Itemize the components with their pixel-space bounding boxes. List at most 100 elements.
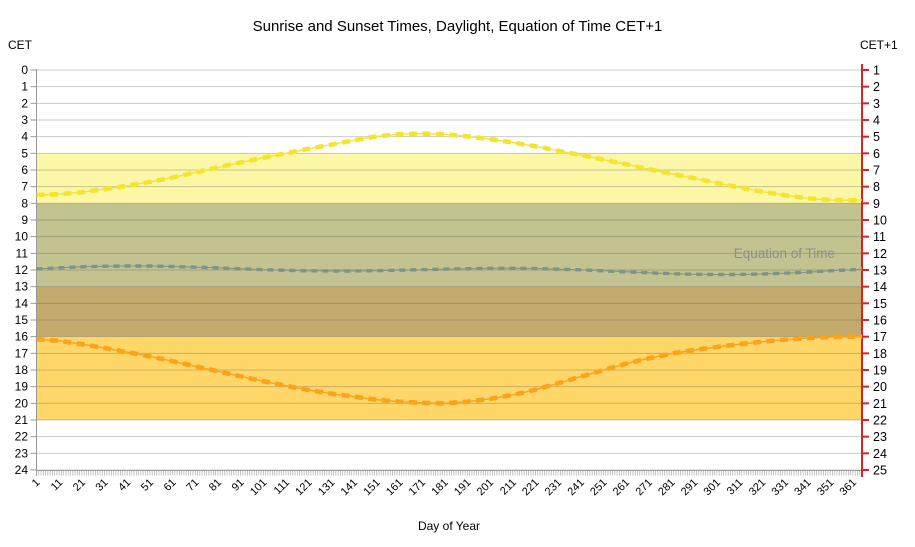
svg-text:15: 15: [873, 297, 887, 311]
svg-text:301: 301: [702, 477, 723, 498]
svg-text:17: 17: [873, 330, 887, 344]
left-axis-title: CET: [8, 38, 32, 52]
svg-text:71: 71: [184, 477, 201, 494]
svg-text:19: 19: [873, 364, 887, 378]
svg-text:281: 281: [656, 477, 677, 498]
svg-text:331: 331: [770, 477, 791, 498]
equation-of-time-label: Equation of Time: [733, 246, 835, 261]
svg-text:14: 14: [15, 296, 29, 310]
svg-text:311: 311: [725, 477, 746, 498]
svg-text:91: 91: [230, 477, 247, 494]
svg-text:271: 271: [633, 477, 654, 498]
svg-text:21: 21: [71, 477, 88, 494]
svg-text:61: 61: [162, 477, 179, 494]
svg-text:261: 261: [611, 477, 632, 498]
svg-text:16: 16: [15, 330, 29, 344]
svg-text:23: 23: [15, 446, 29, 460]
svg-text:10: 10: [873, 214, 887, 228]
svg-text:7: 7: [873, 164, 880, 178]
svg-text:10: 10: [15, 230, 29, 244]
svg-text:241: 241: [565, 477, 586, 498]
svg-text:211: 211: [498, 477, 519, 498]
svg-text:81: 81: [207, 477, 224, 494]
svg-text:5: 5: [21, 146, 28, 160]
svg-text:9: 9: [873, 197, 880, 211]
svg-text:121: 121: [293, 477, 314, 498]
svg-text:2: 2: [21, 96, 28, 110]
svg-text:20: 20: [873, 380, 887, 394]
svg-text:351: 351: [815, 477, 836, 498]
right-axis-title: CET+1: [860, 38, 898, 52]
daylight-bands: [36, 153, 862, 420]
svg-text:24: 24: [873, 447, 887, 461]
svg-text:291: 291: [679, 477, 700, 498]
svg-text:21: 21: [15, 413, 29, 427]
svg-text:24: 24: [15, 463, 29, 477]
svg-text:1: 1: [873, 64, 880, 78]
svg-text:18: 18: [873, 347, 887, 361]
svg-text:8: 8: [21, 196, 28, 210]
svg-text:1: 1: [21, 80, 28, 94]
svg-text:161: 161: [384, 477, 405, 498]
svg-text:3: 3: [21, 113, 28, 127]
svg-text:321: 321: [747, 477, 768, 498]
svg-text:231: 231: [543, 477, 564, 498]
svg-text:221: 221: [520, 477, 541, 498]
svg-text:25: 25: [873, 464, 887, 478]
svg-text:5: 5: [873, 130, 880, 144]
svg-text:131: 131: [316, 477, 337, 498]
svg-text:0: 0: [21, 63, 28, 77]
svg-text:18: 18: [15, 363, 29, 377]
right-axis: 1234567891011121314151617181920212223242…: [861, 64, 887, 478]
svg-text:9: 9: [21, 213, 28, 227]
svg-text:251: 251: [588, 477, 609, 498]
svg-text:12: 12: [873, 247, 887, 261]
svg-text:11: 11: [873, 230, 886, 244]
svg-text:151: 151: [361, 477, 382, 498]
svg-text:21: 21: [873, 397, 887, 411]
svg-text:22: 22: [15, 430, 29, 444]
svg-text:141: 141: [339, 477, 360, 498]
svg-text:171: 171: [407, 477, 428, 498]
svg-text:1: 1: [30, 477, 43, 490]
svg-text:2: 2: [873, 80, 880, 94]
svg-text:8: 8: [873, 180, 880, 194]
svg-text:101: 101: [248, 477, 269, 498]
svg-text:11: 11: [49, 477, 66, 494]
svg-text:31: 31: [93, 477, 110, 494]
svg-text:13: 13: [873, 264, 887, 278]
svg-text:23: 23: [873, 430, 887, 444]
svg-text:51: 51: [139, 477, 156, 494]
svg-text:111: 111: [272, 477, 292, 497]
svg-text:6: 6: [873, 147, 880, 161]
svg-text:16: 16: [873, 314, 887, 328]
svg-text:181: 181: [429, 477, 450, 498]
svg-text:17: 17: [15, 346, 29, 360]
x-axis: [36, 470, 863, 476]
svg-text:201: 201: [475, 477, 496, 498]
sunrise-series: [36, 131, 863, 203]
svg-text:7: 7: [21, 180, 28, 194]
chart-title: Sunrise and Sunset Times, Daylight, Equa…: [252, 18, 663, 35]
svg-text:22: 22: [873, 414, 887, 428]
svg-text:6: 6: [21, 163, 28, 177]
sunset-series: [36, 334, 862, 406]
svg-text:341: 341: [792, 477, 813, 498]
x-axis-title: Day of Year: [417, 519, 481, 533]
svg-text:4: 4: [873, 114, 880, 128]
svg-text:41: 41: [116, 477, 133, 494]
svg-text:19: 19: [15, 380, 29, 394]
svg-text:11: 11: [16, 246, 29, 260]
svg-text:20: 20: [15, 396, 29, 410]
svg-text:361: 361: [838, 477, 859, 498]
svg-text:12: 12: [15, 263, 29, 277]
svg-text:13: 13: [15, 280, 29, 294]
svg-text:15: 15: [15, 313, 29, 327]
svg-text:191: 191: [452, 477, 473, 498]
equation-of-time-series: [36, 264, 863, 277]
x-axis-labels: 1 11 21 31 41 51 61 71 81 91 101 111 121 131 141 151 161…: [30, 477, 859, 498]
svg-text:4: 4: [21, 130, 28, 144]
